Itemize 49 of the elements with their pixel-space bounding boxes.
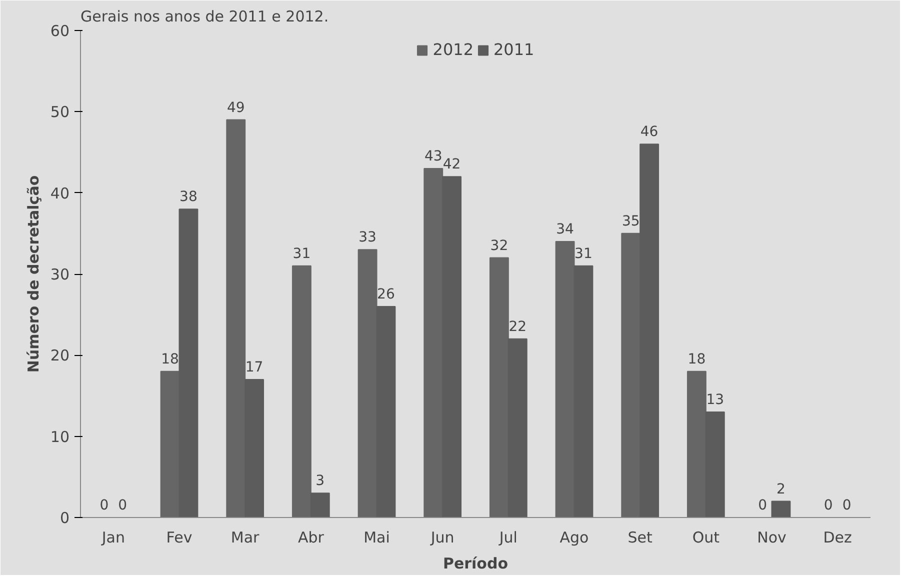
x-axis-title: Período: [442, 554, 508, 572]
data-label: 3: [316, 473, 325, 490]
data-label: 2: [776, 481, 786, 498]
x-tick-label: Mai: [364, 528, 390, 546]
data-label: 26: [377, 286, 395, 302]
data-label: 18: [161, 351, 179, 368]
y-tick-label: 40: [50, 184, 70, 202]
data-label: 0: [118, 498, 128, 514]
y-tick-label: 50: [50, 103, 70, 122]
y-tick-label: 10: [50, 428, 70, 446]
data-label: 43: [424, 148, 442, 164]
data-label: 17: [245, 360, 264, 376]
data-label: 31: [574, 246, 592, 262]
x-tick-label: Jul: [498, 528, 518, 546]
x-tick-label: Nov: [757, 528, 787, 546]
data-label: 33: [358, 230, 376, 246]
data-label: 46: [640, 124, 658, 140]
x-tick-label: Jun: [430, 528, 454, 546]
x-tick-label: Mar: [230, 528, 260, 546]
x-tick-label: Dez: [823, 528, 852, 546]
y-axis-title: Número de decretalção: [24, 175, 42, 373]
x-tick-label: Ago: [560, 528, 589, 546]
data-label: 13: [706, 392, 724, 408]
data-label: 22: [508, 318, 527, 335]
y-tick-label: 60: [50, 22, 70, 40]
x-tick-label: Fev: [166, 528, 192, 546]
data-label: 18: [688, 351, 706, 368]
x-tick-label: Out: [692, 528, 720, 546]
data-label: 38: [180, 189, 198, 206]
legend-label: 2011: [494, 40, 534, 59]
bar: [771, 500, 791, 518]
data-label: 31: [292, 246, 311, 262]
x-tick-label: Set: [628, 528, 653, 546]
data-label: 0: [758, 498, 767, 514]
data-label: 42: [442, 156, 461, 173]
data-label: 34: [556, 222, 574, 238]
x-tick-label: Abr: [298, 528, 325, 546]
x-tick-label: Jan: [100, 528, 125, 546]
data-label: 32: [490, 238, 508, 254]
text: Gerais nos anos de 2011 e 2012.: [80, 8, 329, 26]
data-label: 0: [100, 498, 109, 514]
data-label: 49: [226, 100, 245, 116]
y-tick-label: 20: [50, 346, 70, 365]
legend-label: 2012: [432, 40, 474, 59]
data-label: 0: [842, 498, 852, 514]
data-label: 35: [622, 213, 640, 230]
data-label: 0: [824, 498, 833, 514]
y-tick-label: 0: [60, 509, 70, 527]
y-tick-label: 30: [50, 266, 70, 284]
